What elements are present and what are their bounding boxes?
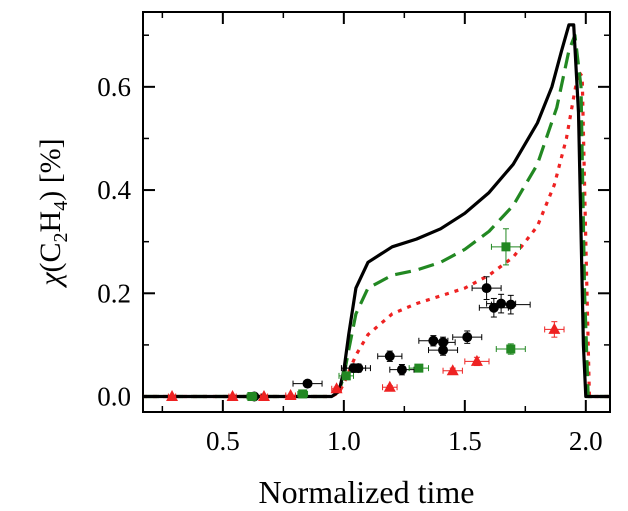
- y-tick-label: 0.2: [97, 278, 131, 308]
- data-point-triangle: [544, 321, 565, 338]
- plot-frame: [142, 11, 611, 413]
- x-tick-label: 0.5: [206, 426, 240, 456]
- data-point-triangle: [464, 354, 490, 367]
- y-tick-label: 0.6: [97, 72, 131, 102]
- y-axis-label: χ(C2H4) [%]: [34, 138, 72, 288]
- data-point-circle: [377, 350, 403, 362]
- ylabel-sub1: 2: [50, 232, 72, 242]
- ylabel-close: ) [%]: [34, 138, 67, 200]
- series-line-dashed: [143, 33, 610, 399]
- circle-marker: [396, 364, 407, 375]
- data-point-square: [246, 392, 258, 402]
- data-point-triangle: [442, 364, 463, 376]
- measured-points: [166, 228, 565, 402]
- data-point-triangle: [166, 390, 179, 402]
- series-line-solid: [143, 23, 610, 399]
- data-point-circle: [471, 276, 502, 300]
- ylabel-open: (C: [34, 242, 67, 272]
- triangle-marker: [383, 380, 396, 392]
- triangle-marker: [257, 390, 270, 402]
- circle-marker: [496, 298, 507, 309]
- y-axis-ticks: 0.0 0.2 0.4 0.6: [97, 34, 610, 412]
- data-point-circle: [389, 364, 415, 376]
- circle-marker: [384, 351, 395, 362]
- x-tick-label: 2.0: [569, 426, 603, 456]
- data-point-triangle: [284, 388, 297, 400]
- square-marker: [341, 371, 351, 381]
- x-axis-ticks: 0.5 1.0 1.5 2.0: [161, 12, 603, 456]
- triangle-marker: [470, 354, 483, 366]
- square-marker: [247, 392, 257, 402]
- data-point-triangle: [382, 380, 398, 392]
- triangle-marker: [446, 364, 459, 376]
- ylabel-chi: χ: [34, 272, 67, 289]
- data-point-circle: [452, 330, 483, 344]
- data-point-circle: [292, 378, 323, 389]
- data-point-square: [338, 371, 355, 381]
- triangle-marker: [226, 390, 239, 402]
- circle-marker: [428, 335, 439, 346]
- circle-marker: [353, 363, 364, 374]
- ylabel-mid: H: [34, 211, 67, 233]
- circle-marker: [302, 378, 313, 389]
- data-point-square: [408, 363, 430, 373]
- model-curves: [143, 23, 610, 399]
- triangle-marker: [166, 390, 179, 402]
- data-point-circle: [490, 294, 531, 315]
- y-tick-label: 0.4: [97, 175, 131, 205]
- square-marker: [501, 242, 511, 252]
- triangle-marker: [284, 388, 297, 400]
- circle-marker: [438, 345, 449, 356]
- data-point-triangle: [330, 382, 343, 394]
- triangle-marker: [548, 322, 561, 334]
- data-point-circle: [428, 344, 459, 356]
- data-point-square: [297, 389, 309, 399]
- square-marker: [298, 389, 308, 399]
- data-point-circle: [345, 363, 371, 374]
- circle-marker: [505, 299, 516, 310]
- triangle-marker: [330, 382, 343, 394]
- circle-marker: [462, 332, 473, 343]
- data-point-square: [495, 343, 526, 355]
- circle-marker: [481, 283, 492, 294]
- ylabel-sub2: 4: [50, 201, 72, 211]
- x-tick-label: 1.5: [448, 426, 482, 456]
- square-marker: [414, 363, 424, 373]
- square-marker: [506, 344, 516, 354]
- data-point-circle: [478, 297, 509, 318]
- y-tick-label: 0.0: [97, 382, 131, 412]
- data-point-triangle: [226, 390, 239, 402]
- data-point-triangle: [257, 390, 270, 402]
- data-point-square: [490, 228, 521, 266]
- x-tick-label: 1.0: [327, 426, 361, 456]
- x-axis-label: Normalized time: [259, 474, 475, 510]
